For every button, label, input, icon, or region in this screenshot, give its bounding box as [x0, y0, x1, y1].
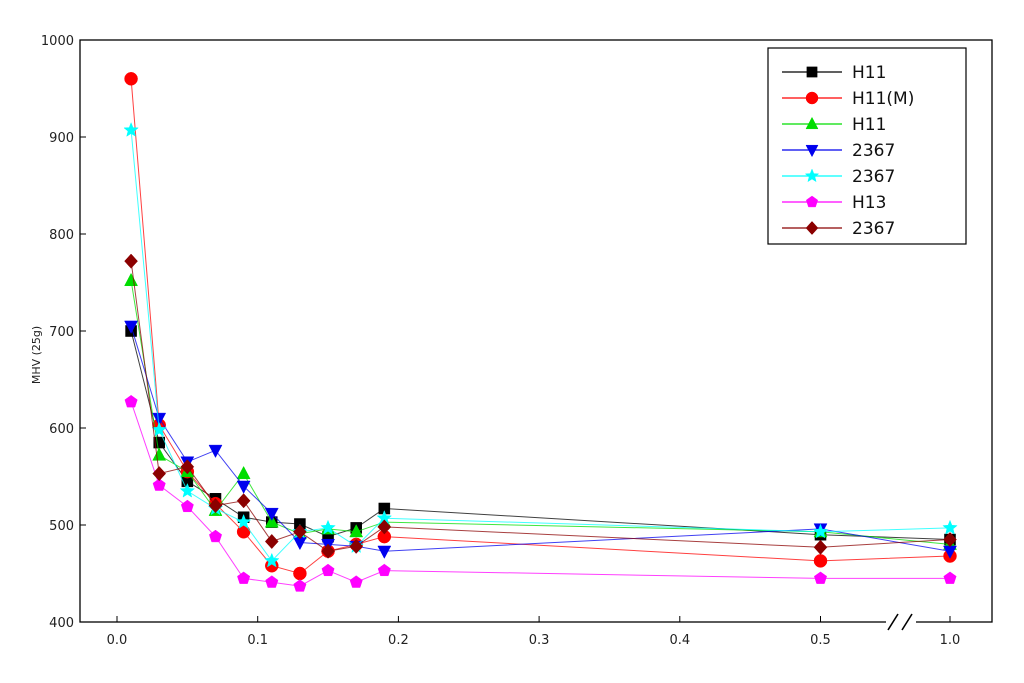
data-point [208, 444, 223, 458]
data-point [179, 482, 196, 498]
data-point [264, 533, 279, 550]
x-tick-label: 1.0 [940, 633, 961, 648]
data-point [208, 498, 223, 514]
data-point [813, 554, 828, 568]
y-axis-label: MHV (25g) [30, 326, 43, 384]
data-point [321, 563, 335, 577]
data-point [152, 412, 167, 426]
series-1 [124, 72, 957, 581]
legend-marker [805, 221, 819, 235]
legend-marker [805, 91, 819, 105]
data-point [124, 320, 138, 334]
series-5 [124, 394, 957, 592]
legend-label: 2367 [852, 141, 895, 161]
data-point [293, 579, 307, 592]
legend-label: H11 [852, 63, 886, 83]
series-line [130, 401, 950, 587]
data-point [236, 525, 251, 539]
data-point [349, 524, 364, 538]
series-line [130, 78, 951, 575]
legend-label: H11(M) [852, 89, 914, 109]
data-point [124, 72, 138, 86]
legend-marker [806, 195, 818, 208]
legend-label: 2367 [852, 167, 895, 187]
data-point [235, 513, 252, 529]
y-tick-label: 800 [49, 228, 74, 243]
data-point [942, 519, 958, 535]
data-point [264, 514, 279, 528]
data-point [180, 459, 195, 475]
data-point [124, 394, 138, 408]
x-tick-label: 0.3 [529, 633, 550, 648]
x-tick-label: 0.1 [247, 633, 268, 648]
data-point [320, 519, 336, 535]
data-point [813, 539, 828, 555]
data-point [236, 465, 251, 480]
y-tick-label: 500 [49, 519, 74, 534]
data-point [123, 122, 139, 137]
data-point [812, 523, 829, 539]
x-tick-label: 0.2 [388, 633, 409, 648]
data-point [180, 499, 194, 513]
data-point [349, 575, 363, 588]
data-point [264, 507, 279, 522]
data-point [265, 575, 279, 588]
x-tick-label: 0.5 [810, 633, 831, 648]
y-tick-label: 700 [49, 325, 74, 340]
axis-break-gap [886, 614, 916, 630]
series-6 [124, 253, 957, 559]
legend-label: 2367 [852, 219, 895, 239]
data-point [264, 552, 280, 568]
x-tick-label: 0.4 [669, 633, 690, 648]
legend-marker [805, 144, 819, 158]
series-layer [123, 72, 958, 592]
data-point [152, 478, 166, 491]
x-tick-label: 0.0 [107, 633, 128, 648]
data-point [377, 563, 391, 577]
data-point [209, 529, 222, 543]
legend-box [767, 47, 967, 245]
data-point [151, 421, 167, 437]
y-tick-label: 400 [49, 616, 74, 631]
data-point [237, 571, 251, 584]
series-line [130, 130, 951, 562]
data-point [943, 532, 957, 548]
y-tick-label: 900 [49, 131, 74, 146]
data-point [152, 466, 167, 482]
series-line [130, 326, 951, 552]
y-tick-label: 1000 [41, 34, 74, 49]
data-point [377, 545, 392, 559]
legend-marker [805, 116, 819, 130]
data-point [152, 447, 167, 461]
data-point [236, 493, 251, 509]
y-tick-label: 600 [49, 422, 74, 437]
axis-break-mark [887, 613, 899, 631]
data-point [943, 571, 957, 584]
data-point [236, 480, 251, 494]
legend-marker [806, 66, 818, 78]
data-point [124, 253, 138, 269]
legend: H11 H11(M) H11 2367 2367 H13 2367 [767, 47, 967, 245]
data-point [293, 524, 307, 540]
legend-marker [804, 168, 820, 183]
data-point [321, 543, 335, 559]
data-point [293, 566, 307, 581]
data-point [349, 538, 364, 554]
data-point [814, 571, 827, 584]
legend-label: H13 [852, 193, 886, 213]
axis-break-mark [901, 613, 913, 631]
legend-label: H11 [852, 115, 886, 135]
data-point [377, 519, 392, 535]
